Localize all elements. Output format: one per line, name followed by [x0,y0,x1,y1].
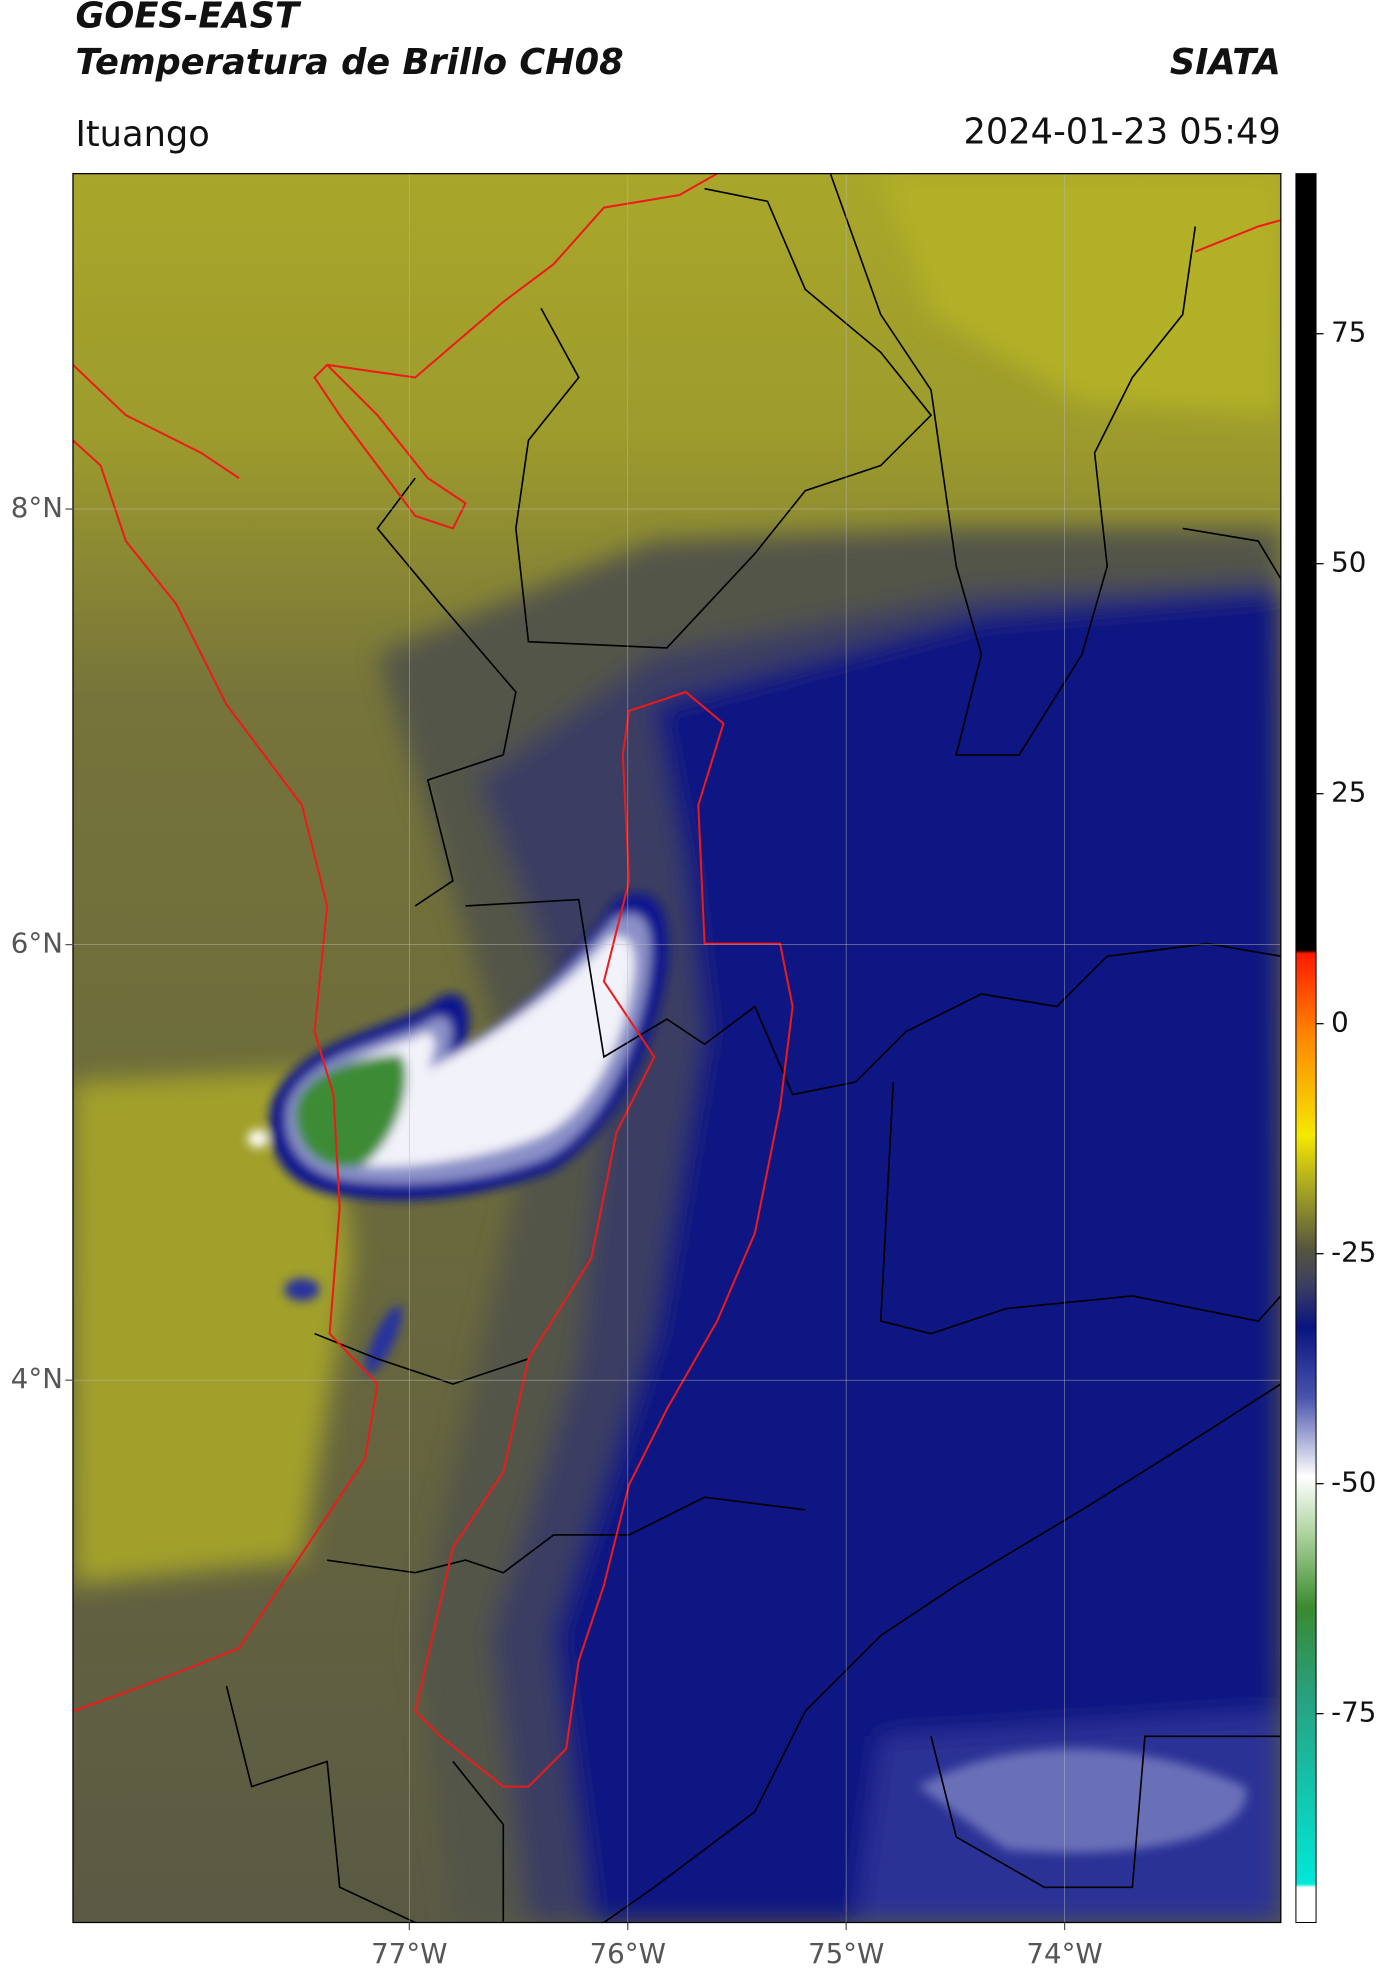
x-tick-label: 76°W [590,1937,666,1970]
colorbar-tick-label: 25 [1331,776,1366,809]
x-tick-label: 77°W [371,1937,447,1970]
grid [72,173,1281,1923]
colorbar-tick-label: 75 [1331,316,1366,349]
title: GOES-EAST [75,0,302,37]
y-tick-label: 6°N [11,927,63,960]
map-image [72,173,1281,1923]
colorbar [1295,173,1317,1923]
subtitle: Temperatura de Brillo CH08 [75,42,623,83]
colorbar-tick-label: -50 [1331,1466,1376,1499]
colorbar-tick-label: -25 [1331,1236,1376,1269]
source: SIATA [1170,42,1281,83]
colorbar-tick-label: 50 [1331,546,1366,579]
y-tick-label: 8°N [11,491,63,524]
y-tick-label: 4°N [11,1362,63,1395]
colorbar-tick-label: -75 [1331,1696,1376,1729]
location: Ituango [75,114,209,155]
datetime: 2024-01-23 05:49 [963,111,1280,152]
colorbar-tick-label: 0 [1331,1006,1349,1039]
x-tick-label: 75°W [808,1937,884,1970]
map-frame [72,172,1282,1924]
x-tick-label: 74°W [1026,1937,1102,1970]
